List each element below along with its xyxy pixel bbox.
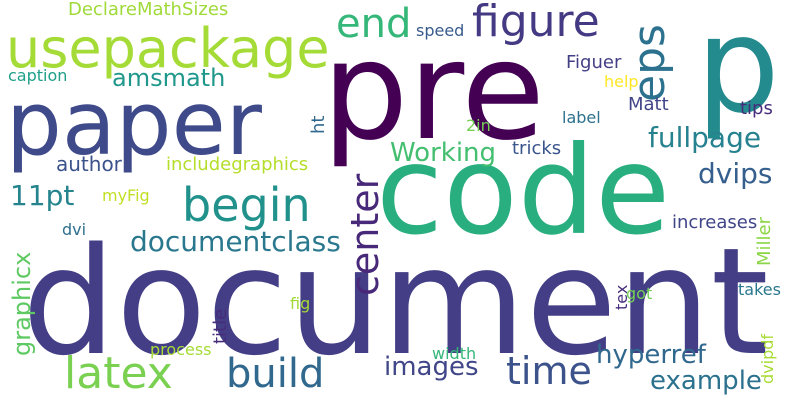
word-document: document [22, 216, 769, 388]
word-author: author [56, 152, 122, 176]
word-code: code [376, 120, 671, 262]
word-process: process [150, 340, 212, 359]
word-Working: Working [390, 138, 497, 168]
word-pre: pre [322, 13, 545, 171]
word-Miller: Miller [754, 216, 775, 266]
word-figure: figure [472, 0, 600, 47]
word-DeclareMathSizes: DeclareMathSizes [68, 0, 229, 20]
word-2in: 2in [466, 116, 491, 135]
word-time: time [506, 349, 592, 393]
word-help: help [604, 72, 639, 91]
word-dvi: dvi [62, 220, 87, 239]
word-speed: speed [416, 21, 465, 40]
word-width: width [432, 344, 477, 363]
word-example: example [650, 366, 762, 396]
word-center: center [343, 173, 387, 296]
word-amsmath: amsmath [112, 64, 226, 92]
word-Matt: Matt [628, 94, 669, 115]
word-build: build [226, 351, 325, 397]
word-images: images [384, 352, 479, 382]
word-latex: latex [64, 348, 173, 399]
word-myFig: myFig [102, 186, 150, 205]
word-fullpage: fullpage [648, 121, 762, 154]
word-tips: tips [740, 98, 773, 119]
word-tricks: tricks [512, 138, 562, 159]
word-11pt: 11pt [10, 179, 75, 212]
word-title: title [210, 308, 231, 344]
word-dvips: dvips [698, 157, 773, 190]
word-documentclass: documentclass [130, 225, 341, 258]
word-increases: increases [672, 212, 758, 233]
word-hyperref: hyperref [596, 340, 706, 370]
word-graphicx: graphicx [8, 251, 36, 356]
word-dvipdf: dvipdf [758, 333, 777, 384]
word-p: p [696, 0, 780, 143]
word-label: label [562, 108, 601, 127]
word-includegraphics: includegraphics [166, 154, 309, 175]
word-got: got [626, 284, 653, 303]
word-fig: fig [290, 294, 311, 313]
word-begin: begin [182, 178, 311, 232]
word-end: end [336, 1, 412, 47]
word-takes: takes [738, 280, 781, 299]
word-Figuer: Figuer [566, 52, 622, 73]
word-caption: caption [8, 66, 68, 85]
word-usepackage: usepackage [6, 17, 330, 80]
word-ht: ht [308, 115, 329, 134]
word-paper: paper [6, 72, 262, 175]
